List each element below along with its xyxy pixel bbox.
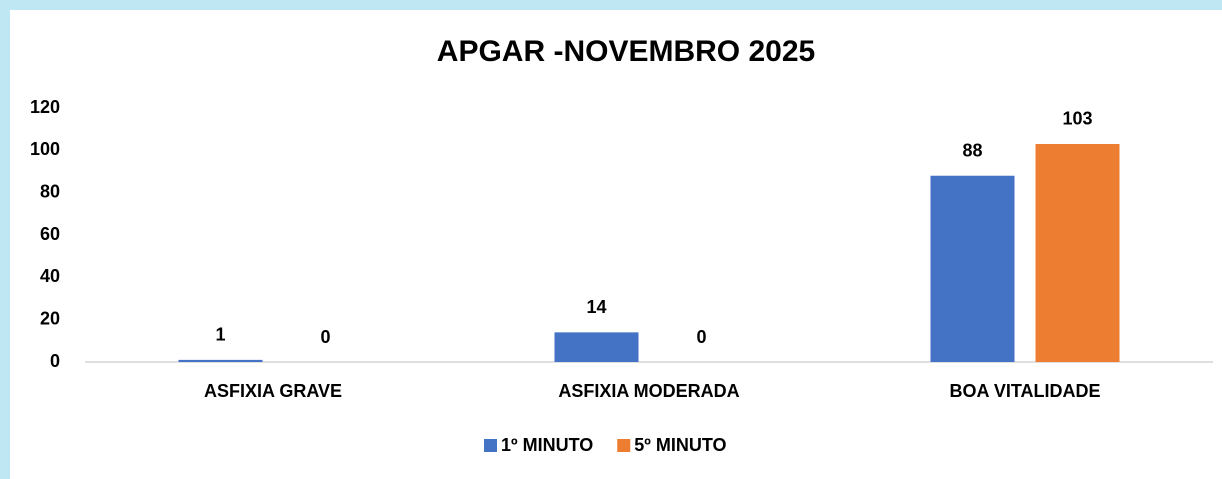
y-tick-label: 100 — [30, 139, 60, 159]
x-tick-label: ASFIXIA GRAVE — [204, 381, 342, 401]
legend-swatch — [617, 439, 631, 452]
bar — [554, 332, 639, 362]
chart-area — [10, 10, 1222, 479]
y-tick-label: 0 — [50, 351, 60, 371]
data-label: 0 — [696, 327, 706, 347]
x-tick-label: BOA VITALIDADE — [950, 381, 1101, 401]
chart-title: APGAR -NOVEMBRO 2025 — [437, 35, 815, 68]
data-label: 1 — [215, 325, 225, 345]
x-tick-label: ASFIXIA MODERADA — [558, 381, 739, 401]
data-label: 14 — [586, 297, 606, 317]
y-tick-label: 120 — [30, 97, 60, 117]
y-tick-label: 20 — [40, 308, 60, 328]
y-tick-label: 60 — [40, 224, 60, 244]
data-label: 103 — [1062, 109, 1092, 129]
y-tick-label: 80 — [40, 181, 60, 201]
legend-swatch — [484, 439, 497, 452]
legend-label: 5º MINUTO — [634, 435, 726, 455]
data-label: 0 — [320, 327, 330, 347]
bar — [178, 359, 263, 362]
bar — [930, 175, 1015, 362]
legend-label: 1º MINUTO — [501, 435, 593, 455]
data-label: 88 — [962, 140, 982, 160]
y-tick-label: 40 — [40, 266, 60, 286]
bar — [1035, 143, 1120, 362]
